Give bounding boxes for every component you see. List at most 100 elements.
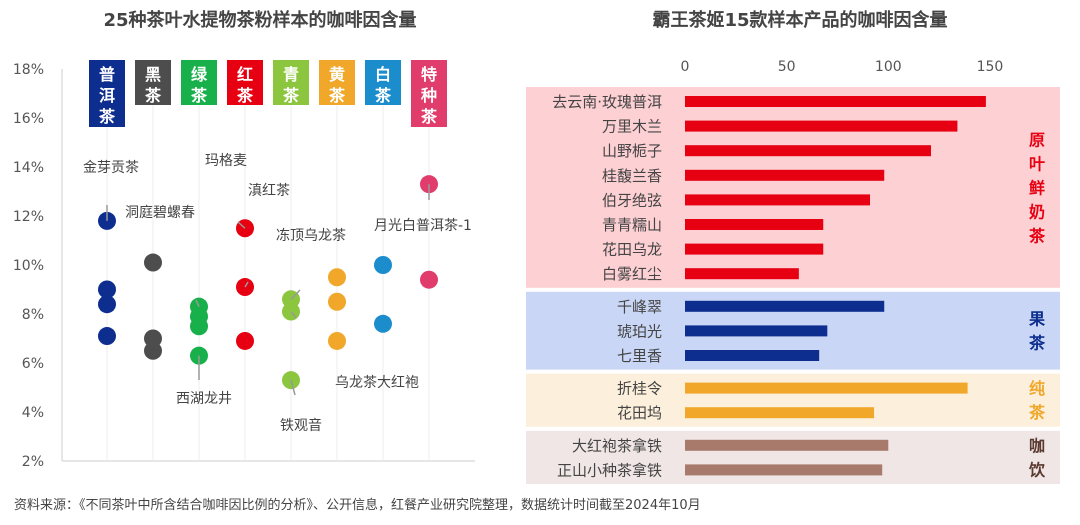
bar [685,464,883,476]
data-point [98,280,116,299]
bar [685,382,968,394]
category-label-char: 绿 [191,65,208,84]
category-label-box [319,60,355,105]
data-point [144,253,162,272]
annotation-label: 冻顶乌龙茶 [276,227,346,244]
y-tick-label: 16% [13,111,44,127]
group-label-char: 茶 [1028,403,1046,422]
group-label-char: 饮 [1028,460,1046,479]
bar-label: 花田坞 [617,404,662,422]
category-label-char: 黑 [145,65,161,84]
data-point [236,331,254,350]
y-tick-label: 10% [13,258,44,274]
x-tick-label: 100 [875,59,902,75]
group-label-char: 原 [1029,130,1045,149]
annotation-label: 滇红茶 [248,183,290,199]
bar-label: 折桂令 [617,380,662,398]
bar [685,407,875,419]
bar [685,439,889,451]
category-label-char: 特 [421,65,437,84]
data-point [420,270,438,289]
category-label-box [411,60,447,127]
x-tick-label: 50 [778,59,796,75]
bar [685,194,871,206]
y-tick-label: 4% [22,405,44,421]
annotation-leader [290,289,301,300]
annotation-label: 西湖龙井 [176,391,232,407]
bar [685,300,885,312]
data-point [374,256,392,274]
left-chart-title: 25种茶叶水提物茶粉样本的咖啡因含量 [103,10,417,31]
category-label-box [181,60,217,105]
x-tick-label: 150 [977,59,1004,75]
annotation-leader [237,221,246,229]
data-point [328,331,346,350]
category-label-box [365,60,401,105]
annotation-leader [290,379,296,396]
category-label-char: 茶 [282,86,300,105]
category-label-char: 黄 [329,65,345,84]
group-label-char: 茶 [1028,334,1046,353]
data-point [98,327,116,346]
bar-label: 七里香 [617,347,662,365]
bar-label: 青青糯山 [602,216,662,234]
bar-label: 伯牙绝弦 [602,191,662,209]
category-label-char: 青 [283,65,299,84]
bar-label: 万里木兰 [602,118,662,136]
bar [685,350,820,361]
bar [685,169,885,181]
category-label-char: 茶 [190,86,208,105]
y-tick-label: 18% [13,62,44,78]
bar [685,325,828,337]
category-label-char: 普 [99,65,115,84]
bar [685,120,958,132]
bar-label: 去云南·玫瑰普洱 [552,93,662,111]
bar [685,145,931,157]
y-tick-label: 6% [22,356,44,372]
group-label-char: 果 [1028,310,1045,329]
bar-label: 大红袍茶拿铁 [572,437,662,455]
bar-label: 白雾红尘 [602,265,662,283]
category-label-char: 洱 [99,86,115,105]
annotation-leader [244,281,249,288]
annotation-label: 铁观音 [280,417,322,434]
category-label-char: 茶 [144,86,162,105]
group-label-char: 鲜 [1029,178,1045,197]
y-tick-label: 14% [13,160,44,176]
data-point [190,317,208,336]
y-tick-label: 8% [22,307,44,323]
data-point [144,341,162,360]
category-label-char: 种 [420,86,437,105]
category-label-char: 茶 [236,86,254,105]
annotation-label: 月光白普洱茶-1 [374,218,472,234]
bar-label: 花田乌龙 [602,241,662,259]
source-footer: 资料来源：《不同茶叶中所含结合咖啡因比例的分析》、公开信息，红餐产业研究院整理，… [14,498,701,513]
annotation-label: 玛格麦 [205,153,247,169]
group-label-char: 叶 [1029,154,1045,173]
y-tick-label: 2% [22,454,44,470]
bar-label: 千峰翠 [617,298,662,316]
y-tick-label: 12% [13,209,44,225]
category-label-char: 茶 [98,107,116,126]
bar [685,96,986,107]
data-point [374,314,392,333]
bar [685,268,799,280]
category-label-char: 茶 [374,86,392,105]
group-label-char: 奶 [1029,202,1045,221]
category-label-char: 白 [375,65,391,84]
annotation-leader [195,299,200,307]
annotation-label: 洞庭碧螺春 [125,204,195,221]
bar-label: 山野栀子 [602,142,662,160]
category-label-char: 茶 [420,107,438,126]
group-label-char: 茶 [1028,226,1046,245]
x-tick-label: 0 [681,59,690,75]
group-label-char: 纯 [1029,379,1045,398]
data-point [98,295,116,314]
right-chart-title: 霸王茶姬15款样本产品的咖啡因含量 [652,10,948,31]
annotation-label: 金芽贡茶 [83,160,139,176]
annotation-leader [290,311,297,319]
group-label-char: 咖 [1029,436,1045,455]
bar [685,243,824,255]
category-label-box [89,60,125,127]
